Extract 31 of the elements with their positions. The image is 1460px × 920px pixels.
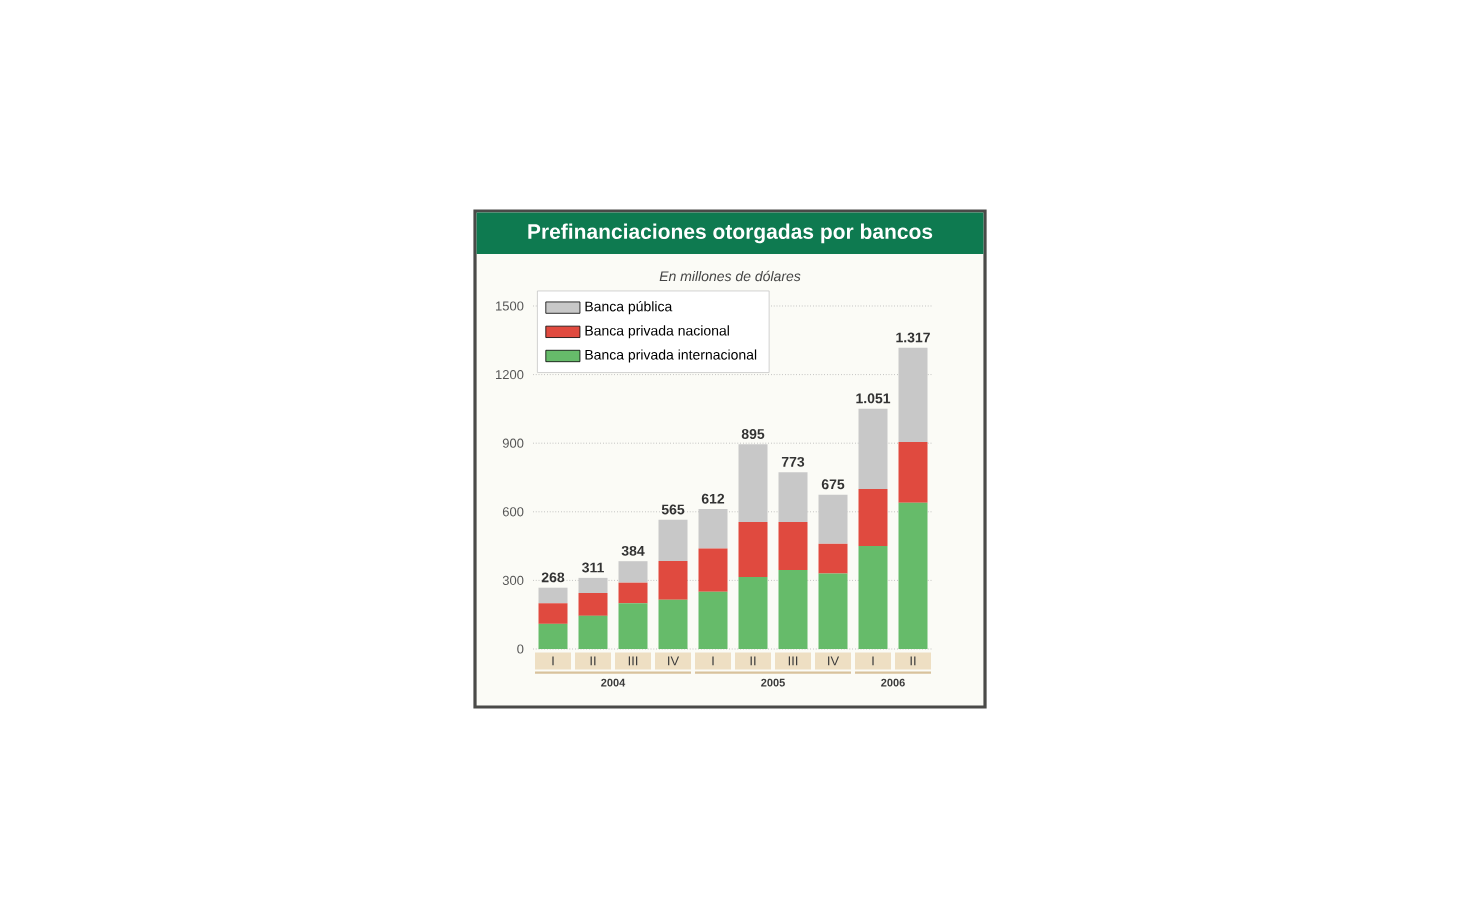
bar: [578, 577, 608, 593]
bar: [538, 587, 568, 604]
bar: [858, 546, 888, 649]
bar: [818, 543, 848, 574]
bar: [618, 561, 648, 583]
chart-title: Prefinanciaciones otorgadas por bancos: [528, 223, 933, 244]
bar: [618, 603, 648, 649]
bar: [778, 570, 808, 649]
bar: [578, 592, 608, 616]
bar: [698, 548, 728, 592]
bar: [538, 603, 568, 624]
bar: [858, 488, 888, 547]
bar: [738, 522, 768, 577]
bar: [618, 582, 648, 604]
bar: [578, 615, 608, 649]
bar: [658, 519, 688, 561]
bar: [818, 494, 848, 544]
bar: [658, 599, 688, 649]
bar: [698, 591, 728, 649]
bar: [778, 522, 808, 571]
bar: [898, 442, 928, 503]
bar: [698, 509, 728, 549]
bar: [738, 444, 768, 523]
bar: [778, 472, 808, 523]
bar: [898, 347, 928, 443]
bar: [538, 623, 568, 649]
bar: [658, 560, 688, 600]
bar: [818, 573, 848, 649]
bar: [858, 408, 888, 489]
bar: [738, 576, 768, 649]
bar: [898, 502, 928, 649]
